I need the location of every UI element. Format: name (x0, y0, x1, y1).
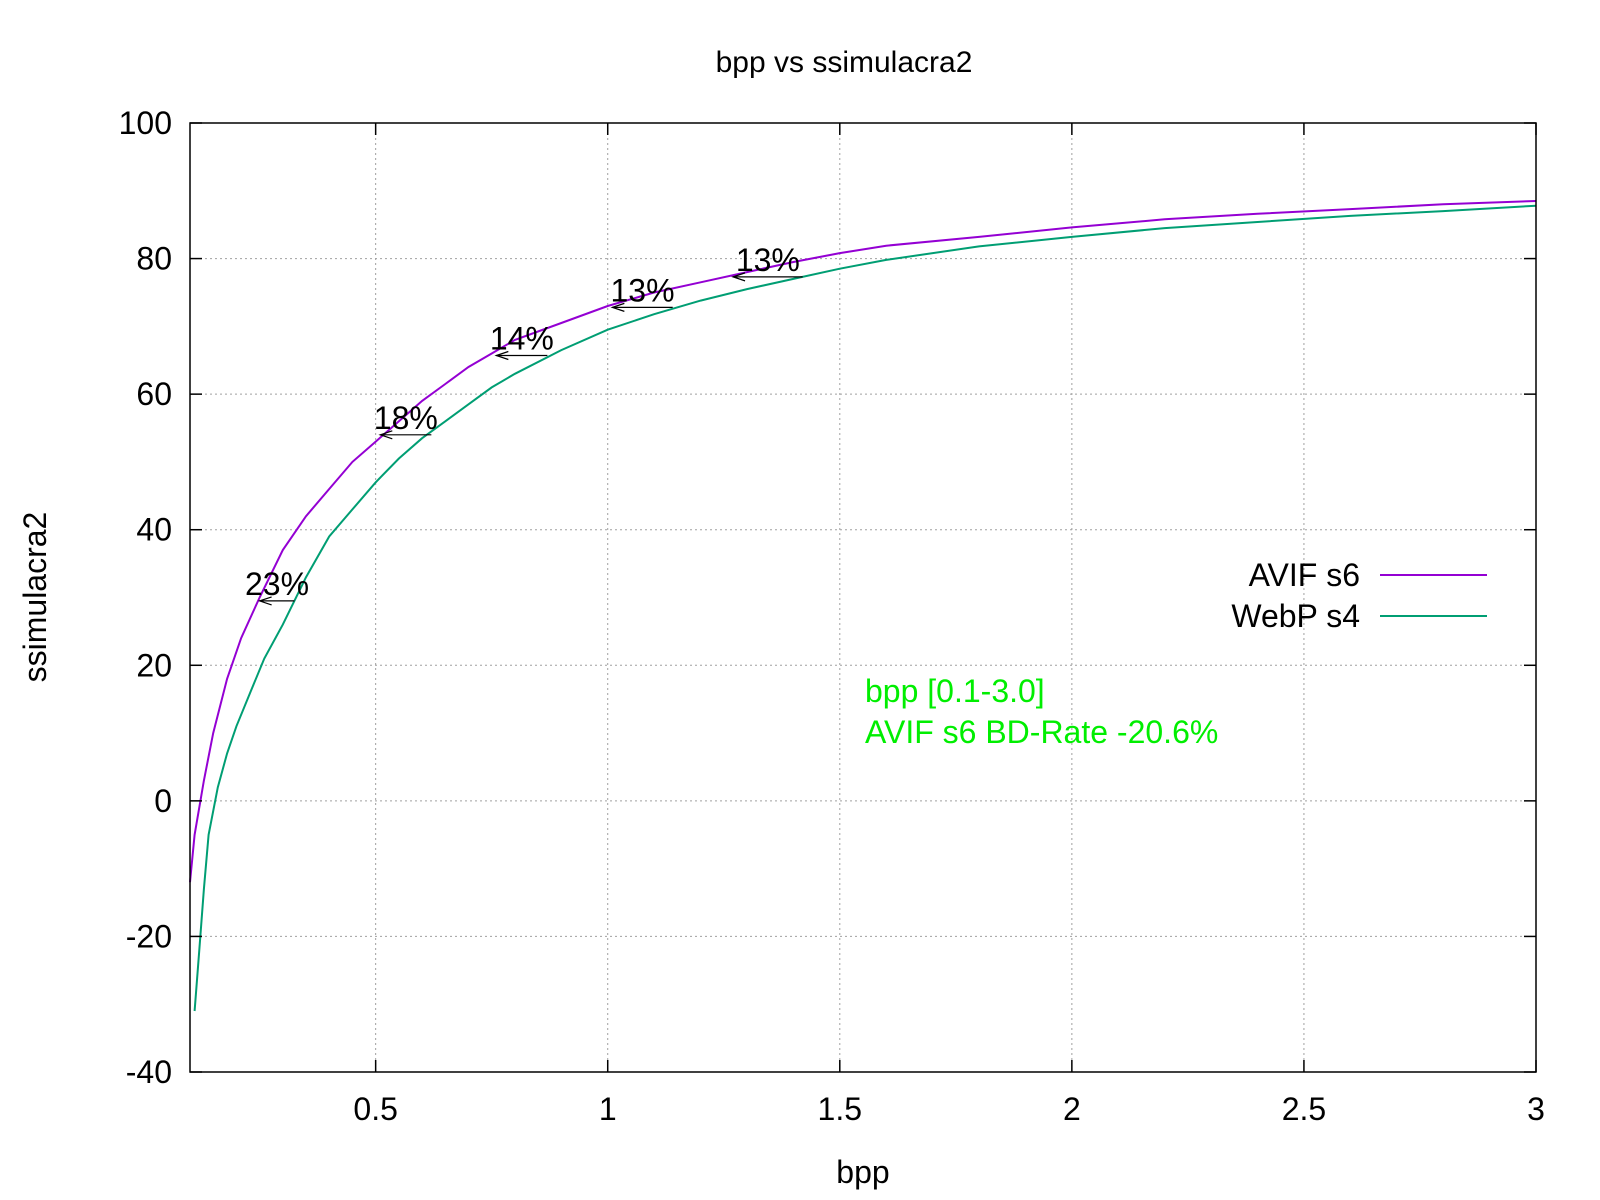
note-line: bpp [0.1-3.0] (865, 673, 1045, 709)
y-tick-label: 80 (136, 241, 172, 277)
y-tick-label: 60 (136, 376, 172, 412)
series-line-avif-s6 (189, 200, 1537, 883)
x-tick-label: 1 (599, 1091, 617, 1127)
plot-frame (189, 122, 1537, 1073)
legend: AVIF s6 WebP s4 (1231, 557, 1487, 634)
y-tick-label: 100 (119, 105, 172, 141)
x-tick-label: 2.5 (1282, 1091, 1326, 1127)
gain-arrowhead (610, 302, 625, 312)
grid (190, 123, 1536, 1072)
chart-title: bpp vs ssimulacra2 (716, 46, 973, 79)
series-layer (189, 200, 1537, 1012)
y-tick-label: -40 (126, 1054, 172, 1090)
gain-arrowhead (257, 596, 272, 606)
gain-label: 18% (374, 400, 438, 436)
x-tick-label: 3 (1527, 1091, 1545, 1127)
x-axis-label: bpp (836, 1154, 889, 1190)
x-tick-label: 1.5 (818, 1091, 862, 1127)
axis-ticks: -40 -20 0 20 40 60 80 100 0.5 1 1.5 2 2.5 3 (119, 105, 1545, 1127)
gain-arrowhead (494, 350, 509, 361)
note-line: AVIF s6 BD-Rate -20.6% (865, 714, 1218, 750)
gain-label: 13% (736, 242, 800, 278)
legend-label: AVIF s6 (1249, 557, 1360, 593)
x-tick-label: 0.5 (353, 1091, 397, 1127)
series-line-webp-s4 (193, 204, 1537, 1012)
annotations: 23% 18% 14% 13% 13% (245, 242, 803, 606)
x-tick-label: 2 (1063, 1091, 1081, 1127)
y-tick-label: 40 (136, 512, 172, 548)
gain-label: 23% (245, 566, 309, 602)
gain-arrowhead (731, 272, 746, 282)
gain-label: 14% (490, 321, 554, 357)
legend-label: WebP s4 (1231, 598, 1360, 634)
y-axis-label: ssimulacra2 (17, 512, 53, 683)
gain-arrowhead (378, 430, 393, 440)
y-tick-label: -20 (126, 918, 172, 954)
y-tick-label: 20 (136, 647, 172, 683)
bd-rate-note: bpp [0.1-3.0] AVIF s6 BD-Rate -20.6% (865, 673, 1218, 750)
gain-label: 13% (611, 272, 675, 308)
y-tick-label: 0 (154, 783, 172, 819)
